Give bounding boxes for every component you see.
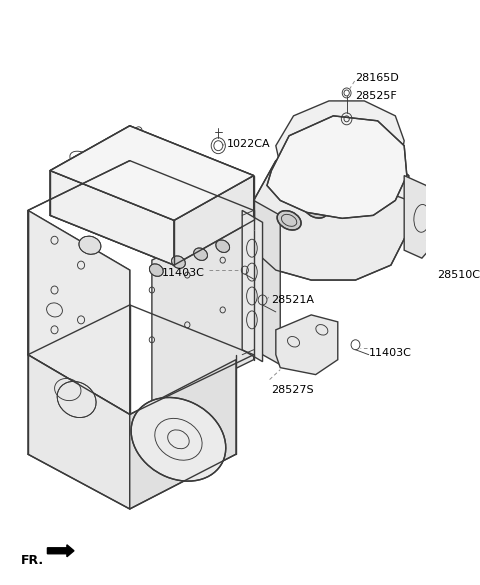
Polygon shape <box>174 176 254 265</box>
Ellipse shape <box>357 179 381 198</box>
Text: 28521A: 28521A <box>271 295 314 305</box>
Polygon shape <box>130 360 236 509</box>
Ellipse shape <box>149 264 163 276</box>
Polygon shape <box>50 126 254 221</box>
Ellipse shape <box>57 381 96 418</box>
Text: 28165D: 28165D <box>356 73 399 83</box>
Polygon shape <box>50 171 174 265</box>
Text: 11403C: 11403C <box>369 347 412 358</box>
Polygon shape <box>28 211 130 414</box>
Polygon shape <box>276 146 408 201</box>
Ellipse shape <box>216 240 229 253</box>
Polygon shape <box>276 101 404 191</box>
Ellipse shape <box>171 256 185 269</box>
FancyArrow shape <box>48 545 74 557</box>
Ellipse shape <box>330 187 354 206</box>
Polygon shape <box>28 211 130 414</box>
Polygon shape <box>174 176 254 265</box>
Polygon shape <box>242 211 263 362</box>
Text: 11403C: 11403C <box>162 268 205 278</box>
Ellipse shape <box>131 397 226 481</box>
Polygon shape <box>152 211 254 410</box>
Text: 1022CA: 1022CA <box>227 139 271 149</box>
Ellipse shape <box>277 211 301 230</box>
Polygon shape <box>404 176 433 258</box>
Polygon shape <box>50 126 254 221</box>
Text: 28510C: 28510C <box>437 270 480 280</box>
Polygon shape <box>276 315 338 374</box>
Polygon shape <box>28 355 130 509</box>
Ellipse shape <box>193 248 207 260</box>
Polygon shape <box>267 116 407 218</box>
Ellipse shape <box>304 199 328 218</box>
Polygon shape <box>254 146 408 280</box>
Text: FR.: FR. <box>21 554 44 567</box>
Text: 28527S: 28527S <box>271 384 314 394</box>
Text: 28525F: 28525F <box>356 91 397 101</box>
Polygon shape <box>50 171 174 265</box>
Polygon shape <box>254 201 280 364</box>
Ellipse shape <box>79 236 101 254</box>
